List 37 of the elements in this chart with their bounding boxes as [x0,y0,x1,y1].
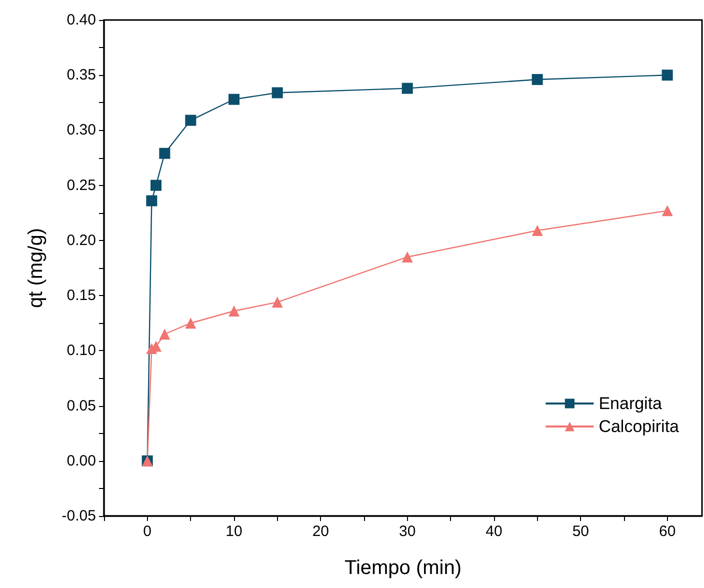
x-tick-label: 0 [143,523,152,540]
point [662,70,673,81]
y-tick-label: 0.30 [66,122,96,139]
point [150,180,162,191]
y-tick-label: 0.05 [66,397,96,414]
y-tick-label: 0.20 [66,232,96,249]
point [228,305,240,316]
point [272,296,283,308]
point [532,74,543,86]
y-tick-label: 0.25 [66,176,96,194]
y-tick-label: 0.00 [66,452,96,470]
point [402,251,413,262]
y-tick-label: 0.10 [66,342,96,360]
point [185,318,196,329]
y-tick-label: -0.05 [62,508,96,524]
point [532,225,543,236]
point [159,148,170,159]
point [159,328,170,340]
x-tick-label: 20 [312,523,330,540]
x-tick-label: 50 [572,523,590,540]
x-axis-title: Tiempo (min) [344,557,462,579]
x-tick-label: 30 [398,523,416,540]
point [185,114,196,126]
point [228,94,240,105]
y-tick-label: 0.35 [66,66,96,84]
x-tick-label: 40 [486,523,502,540]
point [146,195,158,206]
point [272,87,283,98]
y-tick-label: 0.40 [66,12,96,28]
legend-label: Enargita [598,394,663,413]
x-tick-label: 60 [658,523,676,540]
legend-label: Calcopirita [598,417,680,436]
point [402,82,413,94]
x-tick-label: 10 [226,523,242,540]
point [662,205,673,216]
y-axis-title: qt (mg/g) [25,228,47,308]
y-tick-label: 0.15 [66,287,96,304]
